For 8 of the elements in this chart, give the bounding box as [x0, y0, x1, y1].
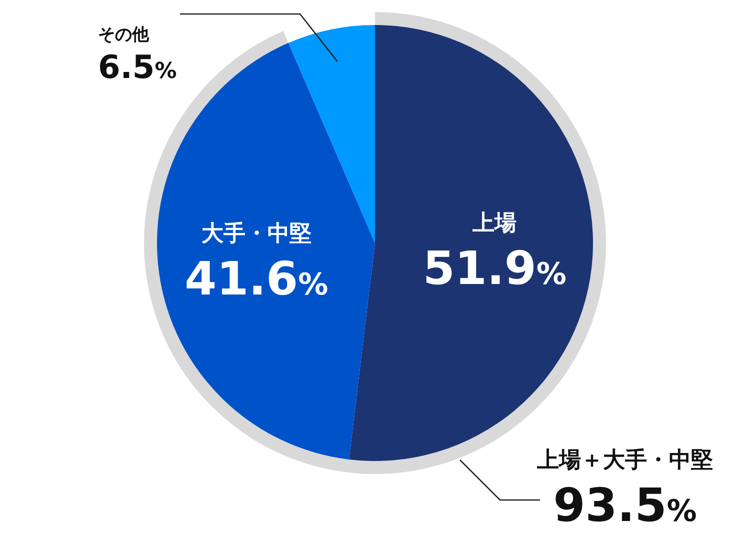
data-label: 6.5%	[98, 48, 177, 86]
slice-label: 上場	[472, 211, 517, 236]
text: 93.5%	[553, 478, 697, 532]
text: 上場＋大手・中堅	[536, 448, 713, 473]
data-label: 51.9%	[422, 241, 566, 296]
slice-label: 大手・中堅	[201, 221, 312, 246]
data-label: 41.6%	[184, 251, 328, 306]
slice-label: その他	[98, 25, 150, 45]
